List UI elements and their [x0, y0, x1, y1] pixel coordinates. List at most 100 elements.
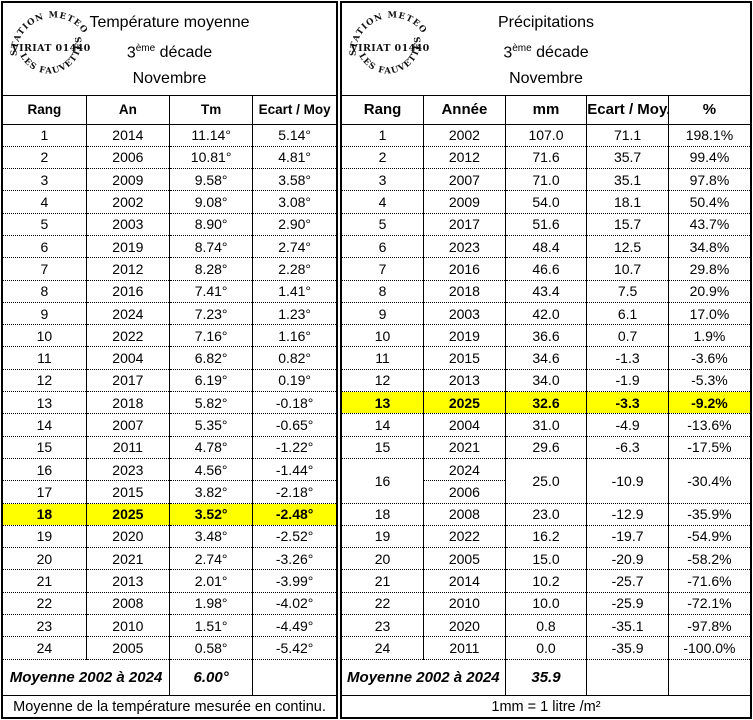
temperature-table-title: Température moyenne [89, 14, 250, 31]
temperature-table-body: 1 2014 11.14° 5.14° 2 2006 10.81° 4.81° 3 2009 9.5… [3, 124, 336, 660]
cell-ecart: -35.9 [586, 636, 669, 660]
cell-ecart: 0.7 [586, 324, 669, 348]
header-mm: mm [505, 96, 588, 125]
cell-rang: 12 [3, 369, 87, 393]
cell-pct: 97.8% [668, 168, 750, 192]
cell-an: 2002 [86, 190, 171, 214]
cell-mm: 71.0 [505, 168, 588, 192]
cell-ecart: 1.23° [252, 302, 336, 326]
moyenne-row: Moyenne 2002 à 2024 35.9 [342, 659, 750, 696]
cell-ecart: -4.02° [252, 592, 336, 616]
header-rang: Rang [342, 96, 425, 125]
cell-mm: 42.0 [505, 302, 588, 326]
table-row: 6 2019 8.74° 2.74° [3, 235, 336, 259]
cell-rang: 6 [3, 235, 87, 259]
table-row: 20 2005 15.0 -20.9 -58.2% [342, 547, 750, 571]
precipitation-footnote: 1mm = 1 litre /m² [342, 695, 750, 717]
precipitation-table-subtitle-decade: 3ème décade [342, 36, 750, 66]
table-row: 7 2012 8.28° 2.28° [3, 257, 336, 281]
cell-annee: 2025 [423, 391, 506, 415]
cell-ecart: -3.99° [252, 569, 336, 593]
cell-mm: 43.4 [505, 280, 588, 303]
decade-ordinal-suffix: ème [135, 43, 156, 54]
cell-mm: 107.0 [505, 124, 588, 147]
cell-an: 2016 [86, 280, 171, 303]
decade-number: 3 [126, 44, 136, 62]
temperature-table-subtitle-decade: 3ème décade [3, 36, 336, 66]
cell-an: 2007 [86, 413, 171, 437]
table-row: 4 2009 54.0 18.1 50.4% [342, 190, 750, 214]
table-row: 15 2011 4.78° -1.22° [3, 436, 336, 459]
cell-an: 2005 [86, 636, 171, 660]
cell-ecart: 3.58° [252, 168, 336, 192]
table-row: 19 2020 3.48° -2.52° [3, 525, 336, 549]
cell-tm: 2.74° [169, 547, 254, 571]
cell-annee: 2018 [423, 280, 506, 303]
cell-rang: 15 [342, 436, 425, 459]
moyenne-value: 35.9 [505, 659, 588, 696]
table-row: 12 2013 34.0 -1.9 -5.3% [342, 369, 750, 393]
cell-ecart: 10.7 [586, 257, 669, 281]
cell-mm: 31.0 [505, 413, 588, 437]
cell-ecart: 35.7 [586, 146, 669, 170]
cell-ecart: 7.5 [586, 280, 669, 303]
table-row: 10 2022 7.16° 1.16° [3, 324, 336, 348]
cell-annee: 2023 [423, 235, 506, 259]
cell-ecart: 12.5 [586, 235, 669, 259]
cell-mm: 34.0 [505, 369, 588, 393]
table-row: 16 2024 25.0 -10.9 -30.4% [342, 458, 750, 504]
cell-rang: 3 [342, 168, 425, 192]
cell-tm: 4.78° [169, 436, 254, 459]
cell-annee: 2011 [423, 636, 506, 660]
header-tm: Tm [169, 96, 254, 125]
cell-ecart: -4.9 [586, 413, 669, 437]
cell-ecart: -25.9 [586, 592, 669, 616]
cell-rang: 21 [342, 569, 425, 593]
cell-annee: 2014 [423, 569, 506, 593]
cell-ecart: -19.7 [586, 525, 669, 549]
cell-ecart: 3.08° [252, 190, 336, 214]
cell-rang: 8 [342, 280, 425, 303]
cell-rang: 2 [342, 146, 425, 170]
table-row: 1 2014 11.14° 5.14° [3, 124, 336, 147]
table-row: 9 2003 42.0 6.1 17.0% [342, 302, 750, 326]
cell-ecart: 18.1 [586, 190, 669, 214]
cell-an: 2003 [86, 213, 171, 236]
table-row: 10 2019 36.6 0.7 1.9% [342, 324, 750, 348]
table-row: 16 2023 4.56° -1.44° [3, 458, 336, 482]
cell-ecart: 2.28° [252, 257, 336, 281]
cell-ecart: 6.1 [586, 302, 669, 326]
cell-rang: 23 [3, 614, 87, 638]
table-row: 17 2015 3.82° -2.18° [3, 480, 336, 504]
table-row: 18 2008 23.0 -12.9 -35.9% [342, 503, 750, 526]
cell-rang: 23 [342, 614, 425, 638]
cell-rang: 10 [3, 324, 87, 348]
table-row: 8 2018 43.4 7.5 20.9% [342, 280, 750, 303]
cell-rang: 22 [342, 592, 425, 616]
cell-an: 2021 [86, 547, 171, 571]
cell-rang: 13 [3, 391, 87, 415]
table-row: 11 2004 6.82° 0.82° [3, 346, 336, 370]
precipitation-table: Rang Année mm Ecart / Moy. % 1 2002 107.0 7… [342, 96, 750, 696]
cell-tm: 7.16° [169, 324, 254, 348]
cell-mm: 54.0 [505, 190, 588, 214]
cell-annee: 2015 [423, 346, 506, 370]
cell-pct: -54.9% [668, 525, 750, 549]
decade-number: 3 [503, 44, 513, 62]
cell-tm: 5.82° [169, 391, 254, 415]
cell-tm: 9.08° [169, 190, 254, 214]
cell-ecart: 0.19° [252, 369, 336, 393]
temperature-table: Rang An Tm Ecart / Moy 1 2014 11.14° 5.14° 2… [3, 96, 336, 696]
header-an: An [86, 96, 171, 125]
temperature-footnote: Moyenne de la température mesurée en con… [3, 695, 336, 717]
cell-ecart: 5.14° [252, 124, 336, 147]
temperature-header-row: Rang An Tm Ecart / Moy [3, 96, 336, 125]
cell-rang: 18 [3, 503, 87, 526]
cell-pct: 99.4% [668, 146, 750, 170]
cell-pct: 20.9% [668, 280, 750, 303]
cell-tm: 6.82° [169, 346, 254, 370]
header-pct: % [668, 96, 750, 125]
table-row: 23 2020 0.8 -35.1 -97.8% [342, 614, 750, 638]
table-row: 8 2016 7.41° 1.41° [3, 280, 336, 303]
cell-annee: 2020 [423, 614, 506, 638]
